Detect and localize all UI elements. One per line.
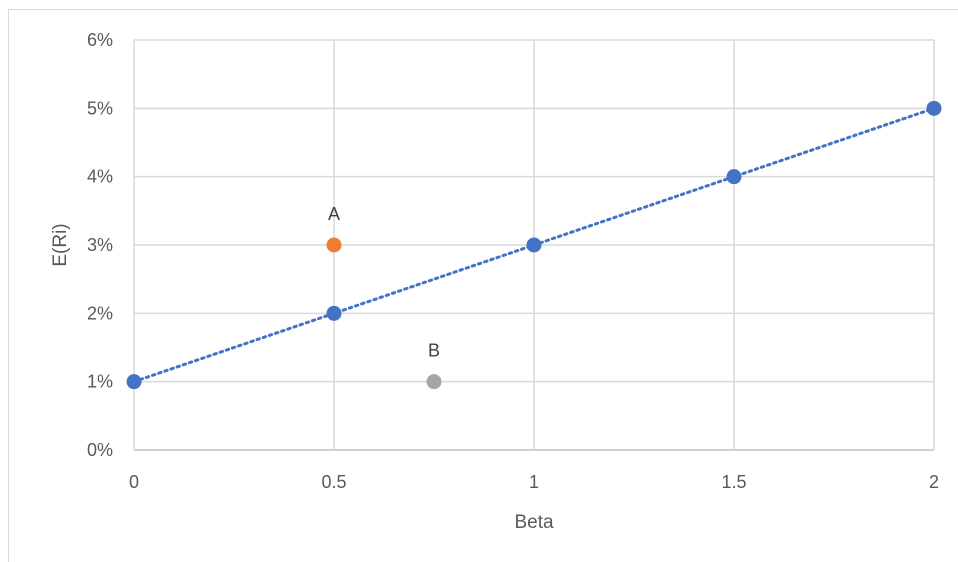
x-axis-title: Beta xyxy=(514,512,554,533)
data-point-label: B xyxy=(428,341,440,361)
x-tick-label: 1 xyxy=(529,472,539,492)
data-point xyxy=(926,100,942,116)
data-point xyxy=(526,237,542,253)
series-layer: AB xyxy=(126,100,942,390)
y-axis-tick-labels: 0% 1% 2% 3% 4% 5% 6% xyxy=(87,30,113,460)
data-point xyxy=(326,237,342,253)
y-tick-label: 3% xyxy=(87,235,113,255)
y-tick-label: 6% xyxy=(87,30,113,50)
data-point xyxy=(426,374,442,390)
data-point xyxy=(326,305,342,321)
chart-area-frame xyxy=(8,9,958,562)
y-tick-label: 0% xyxy=(87,440,113,460)
y-tick-label: 2% xyxy=(87,303,113,323)
x-tick-label: 0.5 xyxy=(321,472,346,492)
x-tick-label: 0 xyxy=(129,472,139,492)
y-axis-title: E(Ri) xyxy=(50,223,71,266)
data-point xyxy=(126,374,142,390)
data-point-label: A xyxy=(328,204,340,224)
data-point xyxy=(726,169,742,185)
x-tick-label: 1.5 xyxy=(721,472,746,492)
x-tick-label: 2 xyxy=(929,472,939,492)
y-tick-label: 1% xyxy=(87,372,113,392)
x-axis-tick-labels: 0 0.5 1 1.5 2 xyxy=(129,472,939,492)
y-tick-label: 4% xyxy=(87,167,113,187)
y-tick-label: 5% xyxy=(87,98,113,118)
